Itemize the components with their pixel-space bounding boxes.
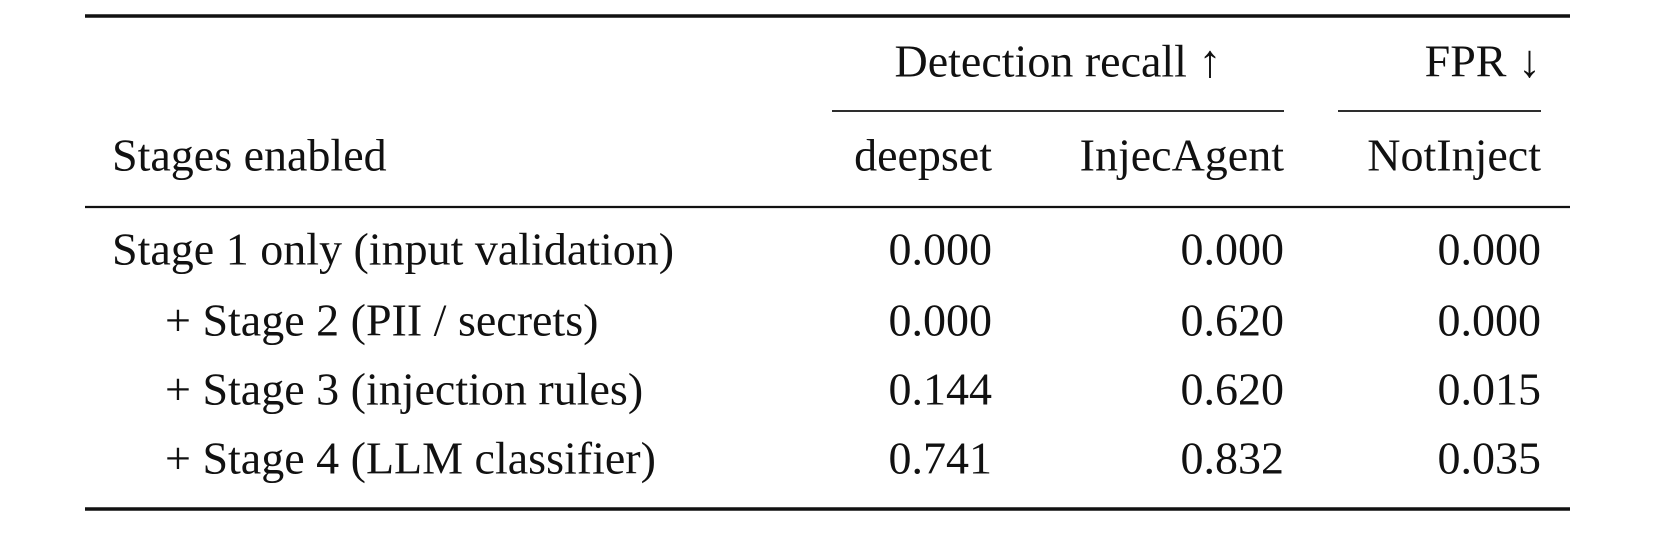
cell: 0.000 bbox=[1438, 295, 1542, 346]
column-header: NotInject bbox=[1367, 130, 1541, 181]
group-header: Detection recall ↑ bbox=[895, 36, 1222, 87]
cell: 0.741 bbox=[889, 433, 993, 484]
cell: 0.832 bbox=[1181, 433, 1285, 484]
cell: 0.035 bbox=[1438, 433, 1542, 484]
column-header: Stages enabled bbox=[112, 130, 387, 181]
cell: 0.000 bbox=[1181, 224, 1285, 275]
row-label: Stage 1 only (input validation) bbox=[112, 224, 674, 275]
row-label: + Stage 3 (injection rules) bbox=[165, 364, 643, 415]
cell: 0.620 bbox=[1181, 295, 1285, 346]
group-header: FPR ↓ bbox=[1425, 36, 1541, 87]
cell: 0.144 bbox=[889, 364, 993, 415]
row-label: + Stage 2 (PII / secrets) bbox=[165, 295, 598, 346]
column-header: deepset bbox=[854, 130, 992, 181]
cell: 0.000 bbox=[889, 295, 993, 346]
cell: 0.015 bbox=[1438, 364, 1542, 415]
cell: 0.000 bbox=[889, 224, 993, 275]
column-header: InjecAgent bbox=[1080, 130, 1285, 181]
cell: 0.620 bbox=[1181, 364, 1285, 415]
cell: 0.000 bbox=[1438, 224, 1542, 275]
row-label: + Stage 4 (LLM classifier) bbox=[165, 433, 656, 484]
